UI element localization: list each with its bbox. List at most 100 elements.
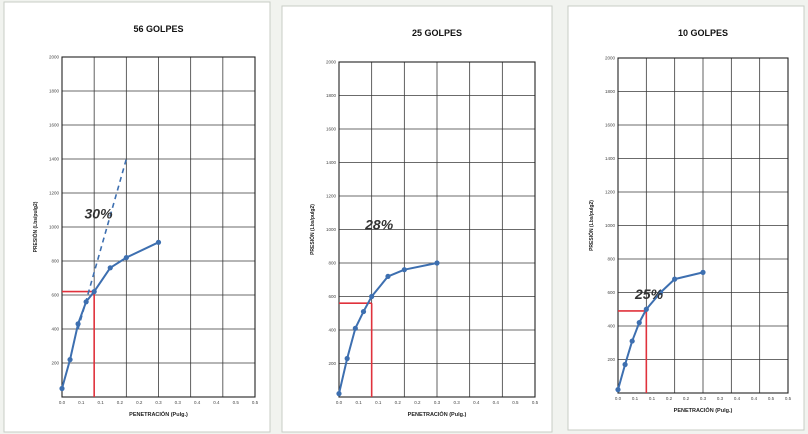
y-tick-label: 2000 bbox=[326, 60, 337, 65]
x-tick-label: 0.2 bbox=[683, 396, 690, 401]
panel-background bbox=[567, 5, 805, 431]
y-tick-label: 800 bbox=[51, 259, 59, 264]
data-point bbox=[352, 325, 358, 331]
y-axis-label: PRESIÓN (Lbs/pulg2) bbox=[308, 204, 316, 255]
chart-panel-1: 56 GOLPES 0.0 0.1 0.1 0.2 0.2 0.3 0.3 0.4 0.4 0.5 0… bbox=[3, 1, 271, 433]
data-point bbox=[83, 299, 89, 305]
x-tick-label: 0.5 bbox=[768, 396, 775, 401]
data-point bbox=[672, 276, 678, 282]
x-tick-label: 0.3 bbox=[453, 400, 460, 405]
x-tick-label: 0.2 bbox=[666, 396, 673, 401]
x-tick-label: 0.4 bbox=[213, 400, 220, 405]
x-tick-label: 0.1 bbox=[632, 396, 639, 401]
x-tick-label: 0.2 bbox=[117, 400, 124, 405]
y-tick-label: 1200 bbox=[49, 191, 60, 196]
data-point bbox=[155, 239, 162, 245]
x-tick-label: 0.2 bbox=[136, 400, 143, 405]
data-point bbox=[615, 387, 621, 393]
data-point bbox=[385, 273, 391, 279]
y-tick-label: 200 bbox=[328, 361, 336, 366]
x-tick-label: 0.1 bbox=[355, 400, 362, 405]
x-tick-label: 0.1 bbox=[97, 400, 104, 405]
y-tick-label: 1400 bbox=[326, 160, 337, 165]
data-point bbox=[360, 308, 367, 315]
chart-title: 25 GOLPES bbox=[412, 28, 462, 38]
x-tick-label: 0.5 bbox=[532, 400, 539, 405]
x-tick-label: 0.3 bbox=[175, 400, 182, 405]
x-tick-label: 0.4 bbox=[493, 400, 500, 405]
chart-panel-2: 25 GOLPES 0.0 0.1 0.1 0.2 0.2 0.3 0.3 0.4 0.4 0.5 0… bbox=[281, 5, 553, 433]
x-tick-label: 0.4 bbox=[751, 396, 758, 401]
y-tick-label: 1600 bbox=[49, 123, 60, 128]
series-line bbox=[61, 241, 159, 389]
y-tick-label: 1400 bbox=[605, 156, 616, 161]
y-tick-label: 600 bbox=[328, 294, 336, 299]
y-tick-label: 1600 bbox=[326, 127, 337, 132]
y-tick-label: 1400 bbox=[49, 157, 60, 162]
x-tick-label: 0.1 bbox=[649, 396, 656, 401]
x-tick-label: 0.5 bbox=[512, 400, 519, 405]
y-tick-label: 600 bbox=[51, 293, 59, 298]
x-tick-label: 0.4 bbox=[473, 400, 480, 405]
y-tick-label: 1000 bbox=[49, 225, 60, 230]
data-point bbox=[700, 269, 706, 275]
x-tick-label: 0.4 bbox=[194, 400, 201, 405]
y-tick-label: 400 bbox=[607, 324, 615, 329]
x-tick-label: 0.3 bbox=[717, 396, 724, 401]
series-line bbox=[338, 262, 438, 394]
x-axis-label: PENETRACIÓN (Pulg.) bbox=[408, 410, 467, 418]
y-axis-label: PRESIÓN (Lbs/pulg2) bbox=[31, 201, 39, 252]
x-tick-label: 0.0 bbox=[615, 396, 622, 401]
y-tick-label: 1000 bbox=[605, 223, 616, 228]
panel-background bbox=[3, 1, 271, 433]
x-tick-label: 0.5 bbox=[252, 400, 259, 405]
data-point bbox=[401, 267, 407, 273]
y-tick-label: 600 bbox=[607, 290, 615, 295]
y-tick-label: 800 bbox=[607, 257, 615, 262]
y-tick-label: 1800 bbox=[326, 93, 337, 98]
data-point bbox=[643, 306, 649, 312]
percent-annotation: 25% bbox=[634, 286, 664, 302]
data-point bbox=[629, 338, 635, 344]
data-point bbox=[636, 320, 642, 326]
x-tick-label: 0.4 bbox=[734, 396, 741, 401]
x-tick-label: 0.2 bbox=[414, 400, 421, 405]
data-point bbox=[344, 355, 350, 362]
y-axis-label: PRESIÓN (Lbs/pulg2) bbox=[587, 200, 595, 251]
y-tick-label: 200 bbox=[51, 361, 59, 366]
y-tick-label: 400 bbox=[328, 328, 336, 333]
x-axis-label: PENETRACIÓN (Pulg.) bbox=[129, 410, 188, 418]
data-point bbox=[75, 321, 81, 327]
data-point bbox=[622, 361, 628, 368]
y-tick-label: 2000 bbox=[49, 55, 60, 60]
x-axis-label: PENETRACIÓN (Pulg.) bbox=[674, 406, 733, 414]
x-tick-label: 0.3 bbox=[155, 400, 162, 405]
plot-area-border bbox=[61, 56, 256, 398]
chart-title: 10 GOLPES bbox=[678, 28, 728, 38]
chart-panel-3: 10 GOLPES 0.0 0.1 0.1 0.2 0.2 0.3 0.3 0.4 0.4 0.5 0… bbox=[567, 5, 805, 431]
percent-annotation: 30% bbox=[85, 206, 114, 222]
y-tick-label: 1800 bbox=[49, 89, 60, 94]
y-tick-label: 1200 bbox=[326, 194, 337, 199]
data-point bbox=[336, 391, 342, 397]
y-tick-label: 200 bbox=[607, 357, 615, 362]
plot-area-border bbox=[338, 61, 536, 398]
x-tick-label: 0.3 bbox=[700, 396, 707, 401]
data-point bbox=[67, 357, 73, 363]
x-tick-label: 0.2 bbox=[395, 400, 402, 405]
x-tick-label: 0.1 bbox=[78, 400, 85, 405]
plot-area-border bbox=[617, 57, 789, 394]
x-tick-label: 0.3 bbox=[434, 400, 441, 405]
x-tick-label: 0.0 bbox=[59, 400, 66, 405]
panel-background bbox=[281, 5, 553, 433]
y-tick-label: 400 bbox=[51, 327, 59, 332]
y-tick-label: 1800 bbox=[605, 89, 616, 94]
x-tick-label: 0.1 bbox=[375, 400, 382, 405]
series-line bbox=[617, 271, 704, 390]
y-tick-label: 1600 bbox=[605, 123, 616, 128]
y-tick-label: 2000 bbox=[605, 56, 616, 61]
y-tick-label: 800 bbox=[328, 261, 336, 266]
data-point bbox=[123, 255, 129, 261]
x-tick-label: 0.5 bbox=[785, 396, 792, 401]
